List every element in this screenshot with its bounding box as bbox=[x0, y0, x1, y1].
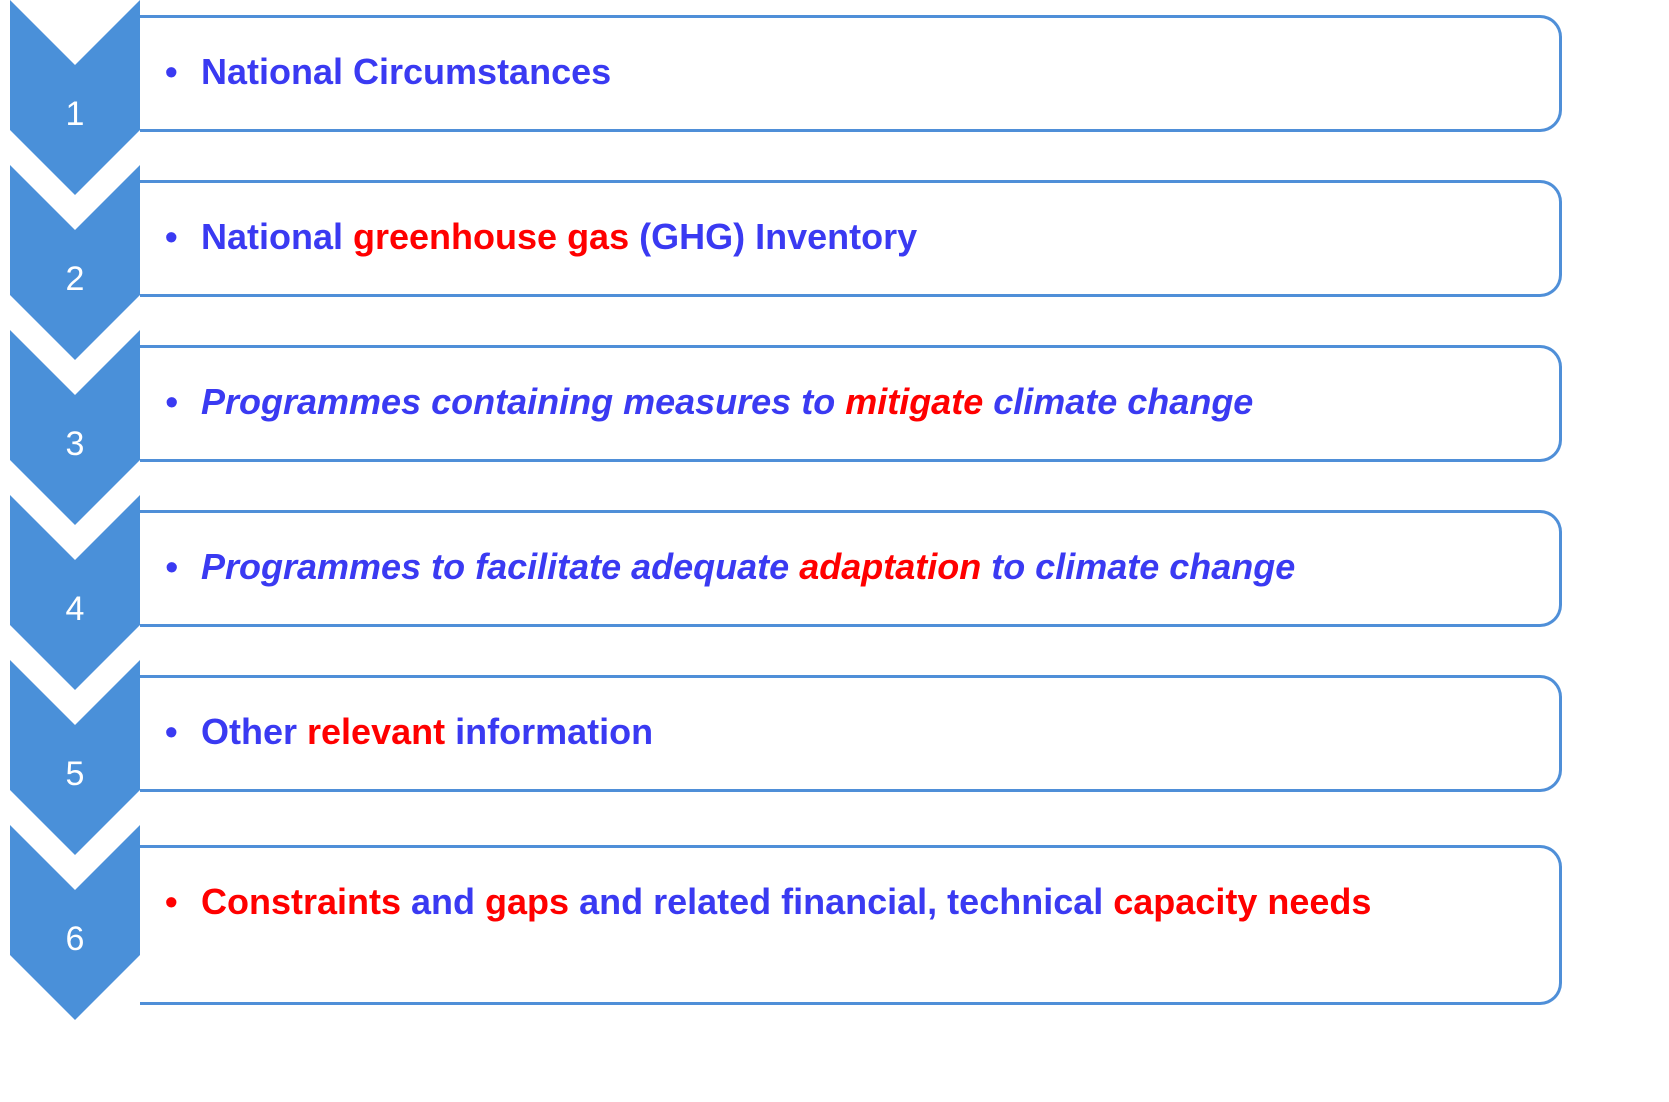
text-segment: National bbox=[201, 216, 354, 257]
bullet: • bbox=[165, 51, 178, 92]
chevron bbox=[10, 330, 140, 525]
step-box bbox=[140, 845, 1562, 1005]
step-text: • National greenhouse gas (GHG) Inventory bbox=[165, 215, 1540, 258]
step-text: • Programmes containing measures to mitig… bbox=[165, 380, 1540, 423]
step-number: 5 bbox=[65, 755, 85, 793]
bullet: • bbox=[165, 546, 178, 587]
text-segment: mitigate bbox=[845, 381, 984, 422]
text-segment: Constraints bbox=[201, 881, 402, 922]
text-segment: relevant bbox=[307, 711, 446, 752]
text-segment: Programmes containing measures to bbox=[201, 381, 846, 422]
text-segment: capacity needs bbox=[1113, 881, 1372, 922]
chevron bbox=[10, 660, 140, 855]
step-text: • Programmes to facilitate adequate adapt… bbox=[165, 545, 1540, 588]
bullet: • bbox=[165, 381, 178, 422]
bullet: • bbox=[165, 881, 178, 922]
step-text: • Other relevant information bbox=[165, 710, 1540, 753]
chevron bbox=[10, 495, 140, 690]
step-box bbox=[140, 345, 1562, 462]
text-segment: Programmes to facilitate adequate bbox=[201, 546, 800, 587]
chevron bbox=[10, 165, 140, 360]
step-number: 4 bbox=[65, 590, 85, 628]
text-segment: greenhouse gas bbox=[353, 216, 630, 257]
step-box bbox=[140, 15, 1562, 132]
text-segment: gaps bbox=[485, 881, 570, 922]
text-segment: (GHG) Inventory bbox=[629, 216, 918, 257]
bullet: • bbox=[165, 711, 178, 752]
step-number: 2 bbox=[65, 260, 85, 298]
step-number: 6 bbox=[65, 920, 85, 958]
step-box bbox=[140, 510, 1562, 627]
step-text: • Constraints and gaps and related financ… bbox=[165, 880, 1540, 923]
step-box bbox=[140, 675, 1562, 792]
chevron bbox=[10, 825, 140, 1020]
text-segment: and bbox=[401, 881, 486, 922]
text-segment: information bbox=[445, 711, 654, 752]
step-number: 3 bbox=[65, 425, 85, 463]
text-segment: adaptation bbox=[799, 546, 982, 587]
chevron bbox=[10, 0, 140, 195]
text-segment: Other bbox=[201, 711, 308, 752]
step-box bbox=[140, 180, 1562, 297]
text-segment: to climate change bbox=[981, 546, 1296, 587]
text-segment: climate change bbox=[983, 381, 1254, 422]
text-segment: National Circumstances bbox=[201, 51, 612, 92]
step-text: • National Circumstances bbox=[165, 50, 1540, 93]
step-number: 1 bbox=[65, 95, 85, 133]
text-segment: and related financial, technical bbox=[569, 881, 1114, 922]
bullet: • bbox=[165, 216, 178, 257]
